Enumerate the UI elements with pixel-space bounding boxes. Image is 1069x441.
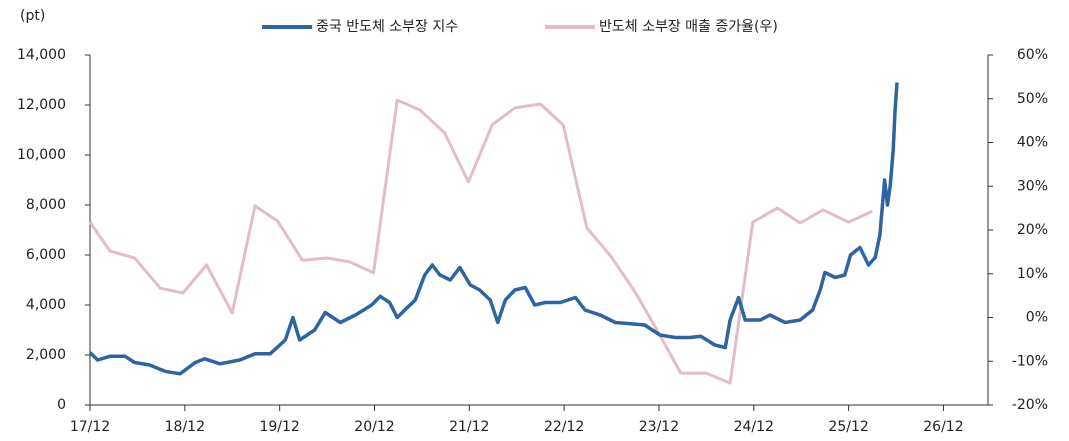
y-tick-label: 10,000 [17,147,66,163]
x-tick-label: 24/12 [734,419,774,435]
y2-tick-label: -20% [1012,397,1048,413]
x-tick-label: 22/12 [544,419,584,435]
y-tick-label: 14,000 [17,47,66,63]
y-tick-label: 12,000 [17,97,66,113]
y2-tick-label: 30% [1017,178,1048,194]
x-tick-label: 23/12 [639,419,679,435]
x-tick-label: 21/12 [449,419,489,435]
x-tick-label: 19/12 [259,419,299,435]
y2-tick-label: 0% [1026,310,1048,326]
x-tick-label: 25/12 [828,419,868,435]
y-unit: (pt) [20,8,45,24]
x-tick-label: 20/12 [354,419,394,435]
series-line [88,98,873,385]
y-tick-label: 6,000 [26,247,66,263]
y2-tick-label: 10% [1017,266,1048,282]
x-tick-label: 26/12 [923,419,963,435]
legend-label: 반도체 소부장 매출 증가율(우) [599,19,778,35]
y2-tick-label: 20% [1017,222,1048,238]
y2-tick-label: 40% [1017,135,1048,151]
legend-label: 중국 반도체 소부장 지수 [316,19,458,35]
x-tick-label: 17/12 [70,419,110,435]
y-tick-label: 8,000 [26,197,66,213]
y2-tick-label: 50% [1017,91,1048,107]
y-tick-label: 2,000 [26,347,66,363]
y-tick-label: 4,000 [26,297,66,313]
y2-tick-label: -10% [1012,353,1048,369]
series-line [88,82,899,376]
y2-tick-label: 60% [1017,47,1048,63]
y-tick-label: 0 [57,397,66,413]
x-tick-label: 18/12 [165,419,205,435]
